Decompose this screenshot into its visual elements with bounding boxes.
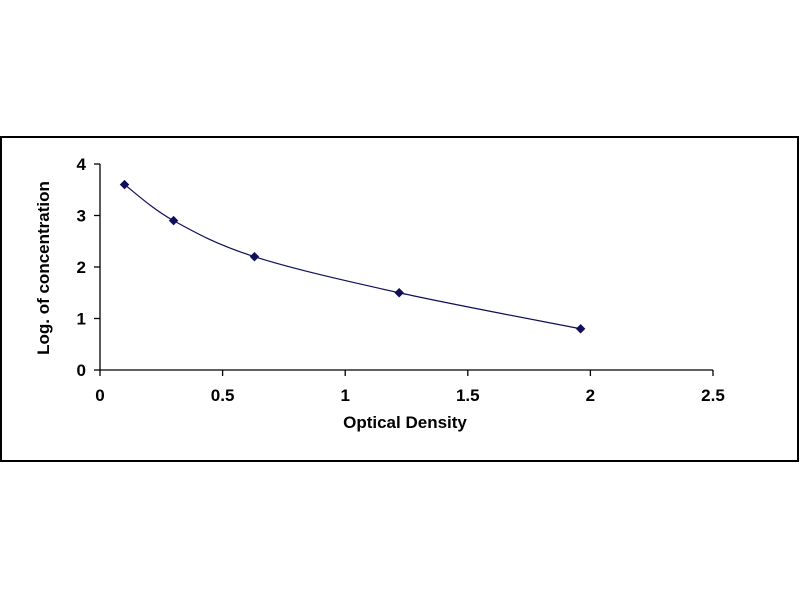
x-tick-label: 2 xyxy=(586,386,595,405)
y-tick-label: 4 xyxy=(77,155,87,174)
data-point xyxy=(394,287,404,298)
y-tick-label: 2 xyxy=(77,258,86,277)
data-point xyxy=(249,251,260,262)
ticks: 0 1 2 3 4 0 0.5 1 1.5 2 2.5 xyxy=(77,155,725,405)
y-tick-label: 0 xyxy=(77,361,86,380)
x-tick-label: 2.5 xyxy=(701,386,725,405)
x-tick-label: 0 xyxy=(95,386,104,405)
x-tick-label: 0.5 xyxy=(211,386,235,405)
data-points xyxy=(119,179,586,334)
data-point xyxy=(168,215,179,226)
x-tick-label: 1.5 xyxy=(456,386,480,405)
chart-frame xyxy=(0,136,799,462)
data-point xyxy=(575,323,586,334)
y-tick-label: 3 xyxy=(77,207,86,226)
x-tick-label: 1 xyxy=(340,386,349,405)
y-tick-label: 1 xyxy=(77,310,86,329)
y-axis-title: Log. of concentration xyxy=(34,181,53,355)
data-point xyxy=(119,179,130,190)
x-axis-title: Optical Density xyxy=(343,413,467,432)
